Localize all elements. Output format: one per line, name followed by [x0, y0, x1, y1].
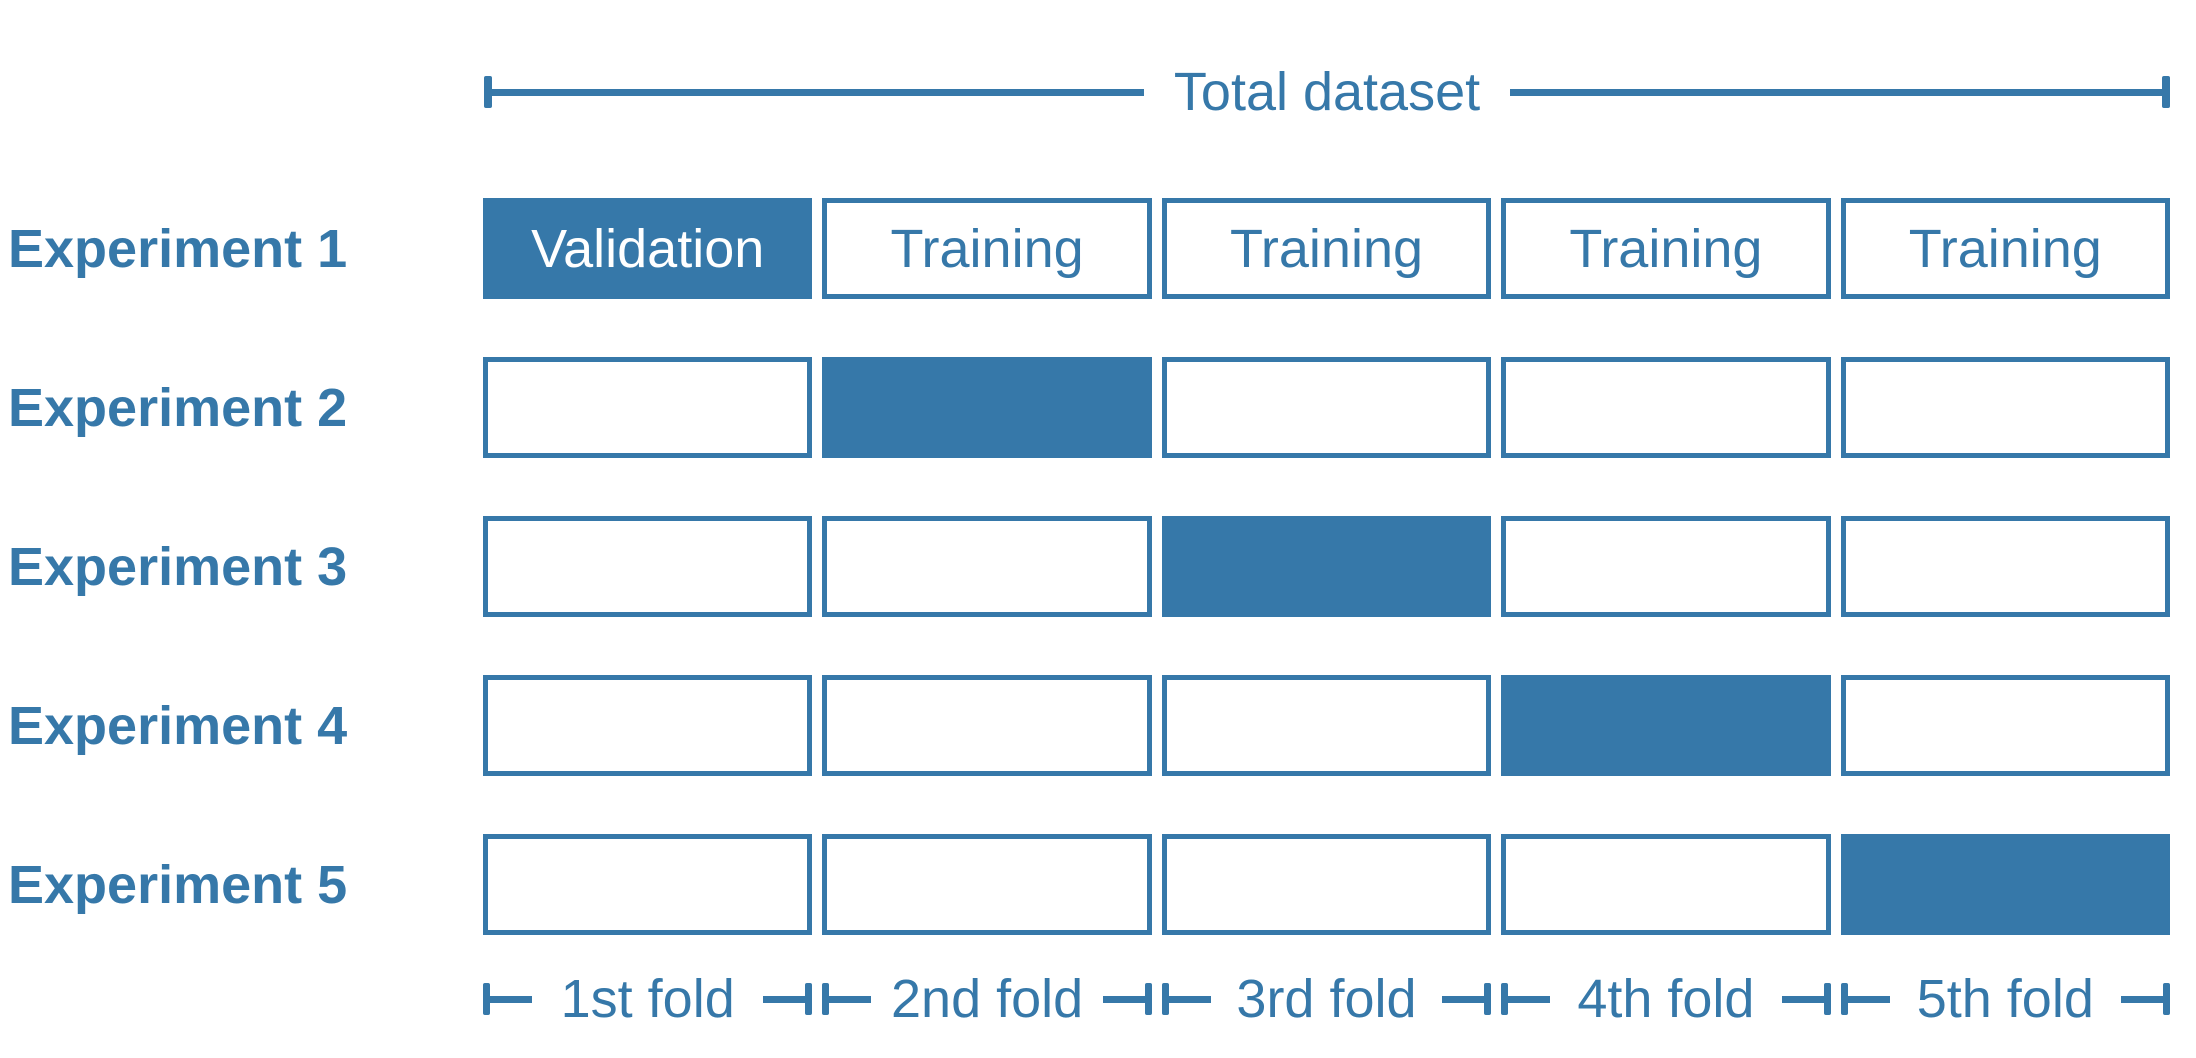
fold-left-bracket-icon: [483, 983, 532, 1015]
fold-right-bracket-icon: [1781, 983, 1831, 1015]
experiment-5-cells: [483, 834, 2170, 935]
fold-axis-item-5: 5th fold: [1840, 966, 2170, 1032]
bracket-left-line: [492, 88, 1144, 96]
fold-label: 4th fold: [1577, 969, 1755, 1029]
fold-cell: [1161, 834, 1492, 935]
fold-cell: Validation: [483, 198, 813, 299]
bracket-right-cap-icon: [2162, 76, 2171, 108]
cell-label: Training: [1229, 218, 1424, 279]
experiment-2-label: Experiment 2: [8, 377, 348, 438]
fold-cell: Training: [1161, 198, 1492, 299]
fold-axis-item-3: 3rd fold: [1161, 966, 1492, 1032]
experiment-1-cells: Validation Training Training Training Tr…: [483, 198, 2170, 299]
experiment-row-5: Experiment 5: [0, 834, 2170, 935]
experiment-3-label: Experiment 3: [8, 536, 348, 597]
fold-label: 2nd fold: [891, 969, 1084, 1029]
cell-label: Validation: [531, 218, 765, 279]
fold-cell: [1161, 675, 1492, 776]
fold-right-bracket-icon: [1442, 983, 1492, 1015]
fold-left-bracket-icon: [1501, 983, 1551, 1015]
fold-label: 1st fold: [560, 969, 735, 1029]
fold-cell: [1161, 516, 1492, 617]
fold-cell: [822, 834, 1152, 935]
cell-label: Training: [890, 218, 1084, 279]
cell-label: Training: [1908, 218, 2102, 279]
fold-cell: [483, 834, 813, 935]
fold-cell: [1840, 834, 2170, 935]
fold-cell: [1840, 675, 2170, 776]
fold-cell: [483, 516, 813, 617]
fold-right-bracket-icon: [763, 983, 813, 1015]
experiment-row-2: Experiment 2: [0, 357, 2170, 458]
fold-label: 3rd fold: [1236, 969, 1417, 1029]
experiment-5-label: Experiment 5: [8, 854, 348, 915]
bracket-right-line: [1510, 88, 2163, 96]
total-dataset-label: Total dataset: [1173, 62, 1481, 122]
fold-cell: [822, 675, 1152, 776]
fold-label: 5th fold: [1916, 969, 2094, 1029]
fold-left-bracket-icon: [822, 983, 872, 1015]
fold-cell: [822, 357, 1152, 458]
fold-cell: [1840, 357, 2170, 458]
fold-cell: [1501, 516, 1831, 617]
fold-cell: [483, 675, 813, 776]
fold-cell: [483, 357, 813, 458]
experiment-4-label: Experiment 4: [8, 695, 348, 756]
bracket-left-cap-icon: [484, 76, 492, 108]
experiment-row-3: Experiment 3: [0, 516, 2170, 617]
fold-right-bracket-icon: [2120, 983, 2170, 1015]
fold-cell: Training: [1501, 198, 1831, 299]
experiment-4-cells: [483, 675, 2170, 776]
experiment-2-cells: [483, 357, 2170, 458]
experiment-rows: Experiment 1 Validation Training Trainin…: [0, 198, 2170, 935]
experiment-3-cells: [483, 516, 2170, 617]
fold-cell: [1501, 834, 1831, 935]
experiment-1-label: Experiment 1: [8, 218, 348, 279]
fold-cell: [1501, 675, 1831, 776]
fold-cell: [1501, 357, 1831, 458]
fold-right-bracket-icon: [1102, 983, 1152, 1015]
fold-axis-item-1: 1st fold: [483, 966, 813, 1032]
fold-axis-item-2: 2nd fold: [822, 966, 1152, 1032]
fold-cell: Training: [1840, 198, 2170, 299]
total-dataset-bracket: Total dataset: [484, 62, 2171, 122]
fold-cell: [1840, 516, 2170, 617]
fold-cell: [822, 516, 1152, 617]
fold-axis-item-4: 4th fold: [1501, 966, 1831, 1032]
fold-left-bracket-icon: [1840, 983, 1890, 1015]
fold-left-bracket-icon: [1161, 983, 1211, 1015]
cell-label: Training: [1569, 218, 1763, 279]
fold-cell: Training: [822, 198, 1152, 299]
fold-axis: 1st fold 2nd fold 3rd fold 4th fold 5th …: [483, 966, 2170, 1032]
experiment-row-1: Experiment 1 Validation Training Trainin…: [0, 198, 2170, 299]
experiment-row-4: Experiment 4: [0, 675, 2170, 776]
fold-cell: [1161, 357, 1492, 458]
